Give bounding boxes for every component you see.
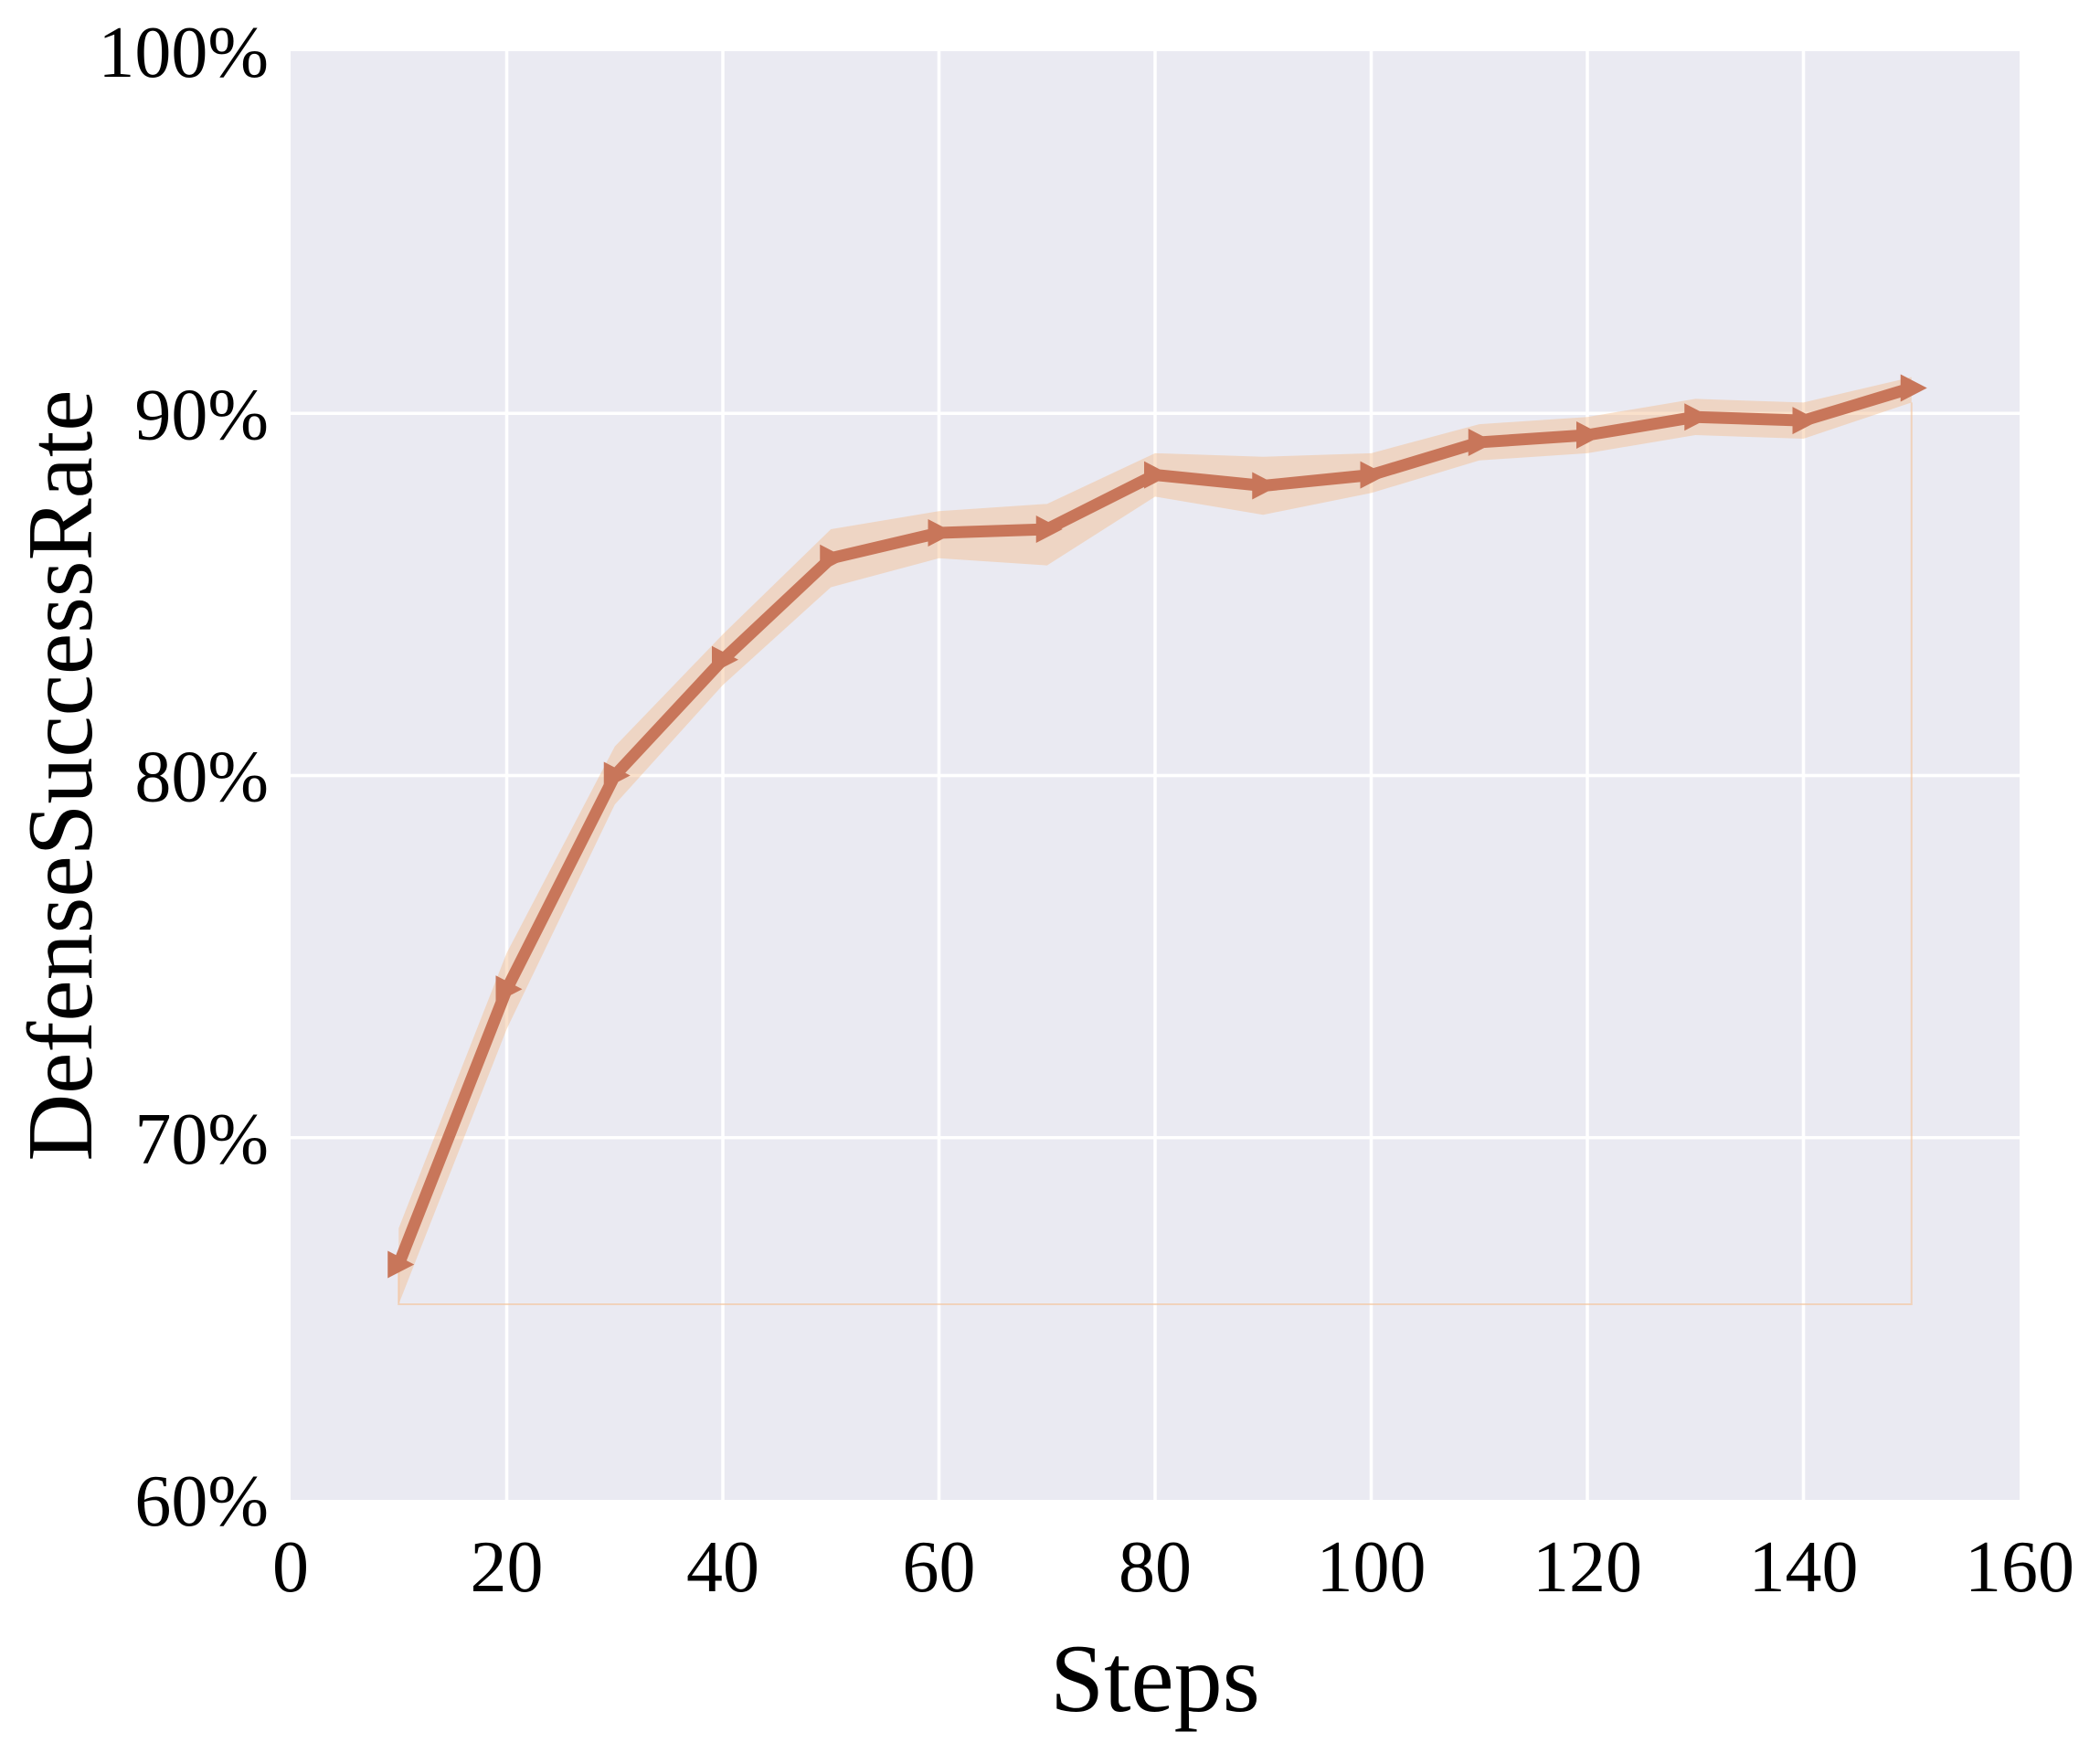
data-point-marker: [387, 1250, 415, 1279]
data-point-marker: [1576, 421, 1603, 450]
x-tick-label: 40: [686, 1527, 759, 1608]
y-tick-label: 100%: [98, 13, 269, 93]
data-point-marker: [712, 645, 738, 674]
y-axis-label: DefenseSuccessRate: [9, 390, 112, 1162]
y-tick-label: 70%: [134, 1100, 269, 1180]
y-tick-label: 80%: [134, 738, 269, 818]
x-axis-label: Steps: [1050, 1625, 1260, 1732]
data-point-marker: [1144, 461, 1171, 489]
data-point-marker: [1792, 407, 1819, 435]
data-point-marker: [1684, 403, 1712, 431]
x-tick-label: 0: [272, 1527, 309, 1608]
data-point-marker: [1252, 472, 1279, 500]
x-tick-label: 100: [1317, 1527, 1427, 1608]
x-tick-label: 80: [1119, 1527, 1192, 1608]
x-tick-label: 120: [1533, 1527, 1642, 1608]
data-point-marker: [1900, 374, 1927, 402]
x-tick-label: 160: [1965, 1527, 2074, 1608]
data-point-marker: [928, 519, 955, 547]
x-tick-label: 20: [471, 1527, 544, 1608]
data-point-marker: [603, 761, 631, 790]
data-point-marker: [495, 975, 523, 1004]
x-tick-label: 60: [903, 1527, 976, 1608]
data-point-marker: [1360, 461, 1387, 489]
x-tick-label: 140: [1749, 1527, 1859, 1608]
y-tick-label: 90%: [134, 375, 269, 455]
data-point-marker: [1035, 515, 1063, 544]
y-tick-label: 60%: [134, 1461, 269, 1542]
data-point-marker: [1468, 428, 1495, 456]
data-point-marker: [820, 544, 847, 572]
band-outline: [398, 402, 1913, 1306]
